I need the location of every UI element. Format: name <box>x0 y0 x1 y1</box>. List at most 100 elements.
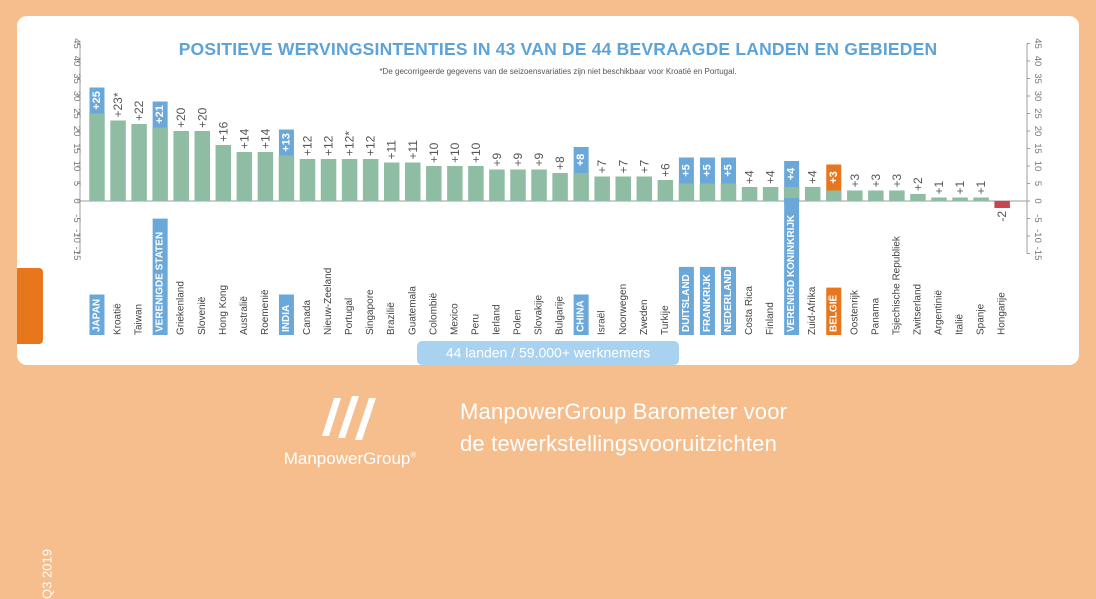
category-label-box <box>89 294 105 335</box>
category-label: Panama <box>870 297 881 335</box>
y-tick-label-left: 45 <box>71 38 82 49</box>
y-tick-label-left: 40 <box>71 56 82 67</box>
bar <box>868 190 884 201</box>
value-label-box <box>721 157 736 184</box>
category-label-box <box>784 197 800 335</box>
value-label: +23* <box>111 92 125 117</box>
category-label: Canada <box>302 300 313 335</box>
bar-chart: -15 -15 -10 -10 -5 -5 0 0 5 5 10 10 15 15 20 20 25 25 30 30… <box>71 38 1043 365</box>
y-tick-label-right: 25 <box>1032 108 1043 119</box>
category-label: Hongarije <box>997 292 1008 335</box>
y-tick-label-left: -5 <box>71 214 82 222</box>
bar <box>573 173 589 201</box>
bar <box>847 190 863 201</box>
value-label: +16 <box>216 121 230 142</box>
y-tick-label-right: 40 <box>1032 56 1043 67</box>
value-label: +4 <box>764 170 778 184</box>
value-label: +1 <box>932 180 946 194</box>
y-tick-label-right: 45 <box>1032 38 1043 49</box>
bar <box>615 176 631 201</box>
bar <box>889 190 905 201</box>
y-tick-label-left: 0 <box>71 198 82 203</box>
bar <box>405 162 421 201</box>
category-label-box <box>699 266 715 335</box>
category-label-box <box>152 218 168 335</box>
value-label: +13 <box>280 133 292 152</box>
bar <box>152 127 168 201</box>
value-label: +3 <box>828 171 840 184</box>
y-tick-label-right: 35 <box>1032 73 1043 84</box>
y-tick-label-right: 0 <box>1032 198 1043 203</box>
value-label: +22 <box>132 100 146 121</box>
category-label: Oostenrijk <box>849 289 860 335</box>
bar <box>804 187 821 201</box>
bar <box>994 201 1010 208</box>
y-tick-label-left: 30 <box>71 91 82 102</box>
category-label: JAPAN <box>92 299 103 332</box>
value-label: +5 <box>701 164 713 177</box>
brand-mark: ® <box>410 450 417 460</box>
y-tick-label-left: 35 <box>71 73 82 84</box>
bar <box>468 166 484 201</box>
quarter-label: Q3 2019 <box>39 549 55 599</box>
value-label: +5 <box>680 164 692 177</box>
category-label-box <box>278 294 294 335</box>
category-label: Bulgarije <box>555 296 566 335</box>
value-label: +6 <box>658 163 672 177</box>
value-label: +25 <box>91 91 103 110</box>
bar <box>783 187 800 201</box>
y-tick-label-right: 20 <box>1032 126 1043 137</box>
y-tick-label-left: -15 <box>71 247 82 261</box>
category-label: Peru <box>470 314 481 335</box>
category-label: Finland <box>765 302 776 335</box>
bar <box>594 176 610 201</box>
value-label: +3 <box>848 173 862 187</box>
bar <box>320 159 337 201</box>
value-label: +12 <box>301 135 315 156</box>
value-label: +8 <box>553 156 567 170</box>
value-label: +11 <box>385 140 399 160</box>
category-label: DUITSLAND <box>681 274 692 332</box>
bar <box>383 162 400 201</box>
value-label: +10 <box>427 142 441 163</box>
value-label-box <box>699 157 715 184</box>
bar <box>89 113 105 201</box>
bar <box>426 166 442 201</box>
bar <box>826 190 842 201</box>
bar <box>110 120 126 201</box>
bar <box>657 180 674 201</box>
category-label: CHINA <box>576 300 587 332</box>
value-label: +20 <box>195 107 209 128</box>
category-label: Kroatië <box>113 303 124 335</box>
value-label: +4 <box>786 167 798 180</box>
y-tick-label-right: 15 <box>1032 143 1043 154</box>
quarter-tab: Q3 2019 <box>17 268 55 599</box>
category-label: Roemenië <box>260 289 271 335</box>
category-label: Hong Kong <box>218 285 229 335</box>
chart-subtitle: *De gecorrigeerde gegevens van de seizoe… <box>379 67 736 76</box>
value-label: +9 <box>490 152 504 166</box>
category-label: BELGIË <box>826 294 839 332</box>
value-label: +5 <box>723 164 735 177</box>
category-label: Zweden <box>639 299 650 335</box>
bar <box>636 176 653 201</box>
y-tick-label-right: -10 <box>1032 229 1043 243</box>
y-tick-label-right: 5 <box>1032 181 1043 186</box>
category-label: VERENIGD KONINKRIJK <box>786 214 797 332</box>
category-label: FRANKRIJK <box>702 273 713 332</box>
bar <box>299 159 316 201</box>
value-label: +1 <box>953 180 967 194</box>
y-tick-label-left: 10 <box>71 161 82 172</box>
value-label-box <box>573 147 589 173</box>
value-label: +10 <box>448 142 462 163</box>
value-label: +9 <box>532 152 546 166</box>
category-label: Guatemala <box>407 286 418 335</box>
bar <box>973 197 989 201</box>
category-label: INDIA <box>281 305 292 332</box>
category-label: VERENIGDE STATEN <box>155 232 166 332</box>
bar <box>278 155 295 201</box>
category-label: Singapore <box>365 289 376 335</box>
y-tick-label-right: 30 <box>1032 91 1043 102</box>
bar <box>510 169 526 201</box>
category-label: Italië <box>955 313 966 335</box>
